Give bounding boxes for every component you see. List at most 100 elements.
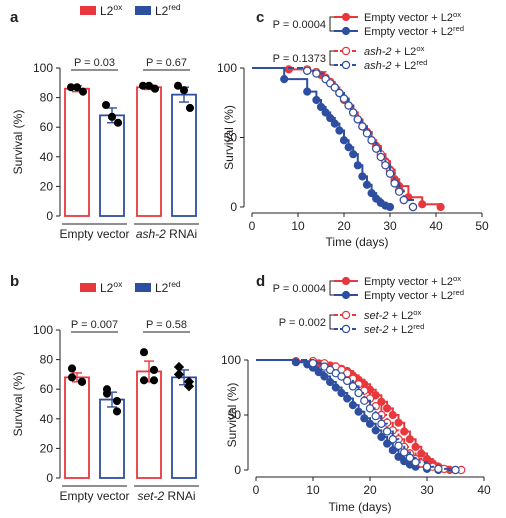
stats-bracket bbox=[329, 280, 334, 296]
text-part: Empty vector bbox=[59, 227, 129, 241]
survival-curve bbox=[252, 67, 414, 207]
legend-marker bbox=[341, 324, 351, 334]
legend-sup: ox bbox=[113, 2, 123, 12]
y-axis-label: Survival (%) bbox=[225, 383, 239, 448]
curve-marker bbox=[349, 150, 358, 159]
km-panel-d: d 0 50 100 0 10 20 30 40 Time (days) Survival (%) E… bbox=[221, 273, 491, 514]
curve-marker bbox=[348, 401, 357, 410]
survival-curve bbox=[256, 359, 457, 470]
curve-marker bbox=[394, 441, 403, 450]
x-tick-label: 40 bbox=[477, 483, 491, 497]
curve-marker bbox=[358, 172, 367, 181]
curve-marker bbox=[358, 122, 367, 131]
y-tick-label: 40 bbox=[40, 150, 54, 164]
stats-bracket bbox=[329, 50, 334, 66]
data-point bbox=[185, 103, 195, 113]
superscript: red bbox=[453, 24, 464, 33]
x-tick-label: 0 bbox=[249, 219, 256, 233]
curve-marker bbox=[280, 75, 289, 84]
x-tick-label: 10 bbox=[306, 483, 320, 497]
curve-marker bbox=[303, 66, 312, 75]
y-tick-label: 100 bbox=[33, 323, 53, 337]
p-value: P = 0.67 bbox=[146, 57, 187, 69]
legend-label: ash-2 + L2red bbox=[364, 58, 427, 73]
legend-base: L2 bbox=[155, 281, 169, 295]
curve-marker bbox=[362, 129, 372, 138]
legend-label: L2red bbox=[155, 279, 181, 295]
text-part: ash-2 bbox=[364, 46, 392, 58]
y-tick-label: 50 bbox=[224, 131, 238, 145]
curve-marker bbox=[405, 453, 415, 463]
y-tick-label: 100 bbox=[221, 353, 241, 367]
text-part: + L2 bbox=[388, 310, 413, 322]
curve-marker bbox=[371, 426, 380, 435]
superscript: red bbox=[416, 58, 427, 67]
data-point bbox=[173, 369, 185, 380]
y-tick-label: 60 bbox=[40, 120, 54, 134]
text-part: set-2 bbox=[364, 324, 388, 336]
legend-swatch bbox=[135, 283, 151, 292]
text-part: RNAi bbox=[166, 227, 197, 241]
curve-marker bbox=[343, 394, 352, 403]
bar bbox=[64, 87, 90, 217]
curve-marker bbox=[326, 377, 335, 387]
curve-marker bbox=[321, 108, 330, 117]
y-tick-label: 60 bbox=[40, 382, 54, 396]
stats-p-value: P = 0.002 bbox=[279, 317, 326, 329]
superscript: ox bbox=[413, 308, 421, 317]
curve-marker bbox=[339, 136, 349, 145]
data-point bbox=[179, 86, 189, 95]
legend-label: ash-2 + L2ox bbox=[364, 44, 425, 59]
data-point bbox=[139, 376, 149, 385]
series-3 bbox=[252, 66, 418, 212]
legend-marker bbox=[341, 46, 351, 56]
superscript: red bbox=[453, 288, 464, 297]
legend-label: Empty vector + L2red bbox=[364, 24, 464, 39]
legend-base: L2 bbox=[100, 4, 114, 18]
bar bbox=[99, 114, 125, 217]
curve-marker bbox=[381, 161, 390, 170]
legend-swatch bbox=[80, 283, 96, 292]
text-part: + L2 bbox=[392, 60, 417, 72]
group-label: Empty vector bbox=[59, 227, 129, 241]
group-label: Empty vector bbox=[59, 489, 129, 503]
curve-marker bbox=[405, 435, 414, 444]
text-part: + L2 bbox=[388, 324, 413, 336]
curve-marker bbox=[388, 410, 397, 420]
y-tick-label: 0 bbox=[46, 209, 53, 223]
superscript: ox bbox=[453, 10, 461, 19]
curve-marker bbox=[385, 202, 395, 212]
text-part: Empty vector + L2 bbox=[364, 276, 453, 288]
curve-marker bbox=[360, 396, 369, 405]
text-part: Empty vector + L2 bbox=[364, 26, 453, 38]
y-tick-label: 100 bbox=[217, 61, 237, 75]
text-part: ash-2 bbox=[136, 227, 166, 241]
bar bbox=[136, 370, 162, 479]
p-value: P = 0.007 bbox=[71, 319, 118, 331]
curve-marker bbox=[376, 152, 385, 162]
panel-label: b bbox=[10, 273, 19, 290]
bar bbox=[171, 376, 197, 479]
y-axis-label: Survival (%) bbox=[11, 110, 25, 175]
curve-marker bbox=[394, 418, 403, 427]
stats-bracket bbox=[329, 16, 334, 32]
legend-label: Empty vector + L2red bbox=[364, 288, 464, 303]
series-2 bbox=[256, 356, 466, 475]
curve-marker bbox=[367, 136, 376, 145]
curve-marker bbox=[434, 464, 443, 474]
legend-swatch bbox=[135, 6, 151, 15]
curve-marker bbox=[417, 449, 426, 458]
legend-marker bbox=[341, 12, 351, 22]
curve-marker bbox=[411, 458, 420, 467]
curve-marker bbox=[451, 465, 460, 475]
y-tick-label: 0 bbox=[234, 463, 241, 477]
curve-marker bbox=[408, 202, 418, 212]
curve-marker bbox=[395, 187, 404, 196]
data-point bbox=[149, 376, 159, 385]
group-label: set-2 RNAi bbox=[137, 489, 195, 503]
legend-sup: red bbox=[168, 2, 181, 12]
data-point bbox=[107, 112, 117, 121]
stats-p-value: P = 0.0004 bbox=[273, 283, 326, 295]
curve-marker bbox=[314, 368, 323, 377]
data-point bbox=[67, 373, 77, 382]
